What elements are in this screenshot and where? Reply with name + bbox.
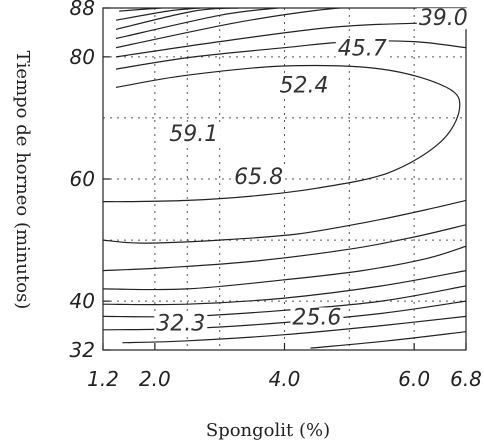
contour-line xyxy=(310,331,466,349)
contour-label-backing xyxy=(335,38,389,60)
contour-label-backing xyxy=(416,8,470,30)
x-tick-label: 2.0 xyxy=(139,367,171,391)
contour-label-text: 32.3 xyxy=(156,312,205,337)
contour-label-text: 39.0 xyxy=(419,6,468,31)
contour-label-text: 25.6 xyxy=(292,305,341,330)
contour-labels: 39.0 45.7 52.4 59.1 65.8 32.3 25.6 xyxy=(154,6,470,337)
y-tick-label: 88 xyxy=(70,0,95,20)
contour-line xyxy=(103,199,466,244)
contour-line xyxy=(103,270,466,306)
y-tick-label: 32 xyxy=(70,338,95,362)
contour-label: 25.6 xyxy=(290,305,344,330)
contour-line xyxy=(103,245,466,291)
contour-label-backing xyxy=(167,124,221,146)
contour-line xyxy=(115,8,279,40)
contour-label: 59.1 xyxy=(167,122,221,147)
x-tick-label: 4.0 xyxy=(269,367,301,391)
y-tick-labels: 32 40 60 80 88 xyxy=(70,0,110,362)
contour-line xyxy=(115,40,466,70)
contour-label: 45.7 xyxy=(335,37,389,62)
x-tick-labels: 1.2 2.0 4.0 6.0 6.8 xyxy=(87,343,482,391)
contour-label-backing xyxy=(290,307,344,329)
contour-label-text: 52.4 xyxy=(279,73,328,98)
contour-label: 32.3 xyxy=(154,312,208,337)
y-tick-label: 80 xyxy=(70,45,95,69)
y-tick-label: 40 xyxy=(70,289,95,313)
contour-line xyxy=(103,64,461,203)
contour-label: 39.0 xyxy=(416,6,470,31)
contour-label: 52.4 xyxy=(277,73,331,98)
x-tick-label: 6.8 xyxy=(450,367,482,391)
contour-label: 65.8 xyxy=(232,165,286,190)
contour-line xyxy=(115,22,466,58)
x-tick-label: 1.2 xyxy=(87,367,119,391)
contour-line xyxy=(103,224,466,272)
contour-lines xyxy=(103,8,466,349)
x-axis-title: Spongolit (%) xyxy=(206,420,330,441)
contour-label-backing xyxy=(232,166,286,188)
contour-label-text: 45.7 xyxy=(338,37,387,62)
x-tick-label: 6.0 xyxy=(398,367,430,391)
contour-label-backing xyxy=(154,313,208,335)
contour-line xyxy=(122,315,466,344)
contour-label-text: 59.1 xyxy=(169,122,218,147)
y-axis-title: Tiempo de horneo (minutos) xyxy=(12,51,33,310)
contour-label-backing xyxy=(277,75,331,97)
contour-label-text: 65.8 xyxy=(234,165,283,190)
y-tick-label: 60 xyxy=(70,167,95,191)
